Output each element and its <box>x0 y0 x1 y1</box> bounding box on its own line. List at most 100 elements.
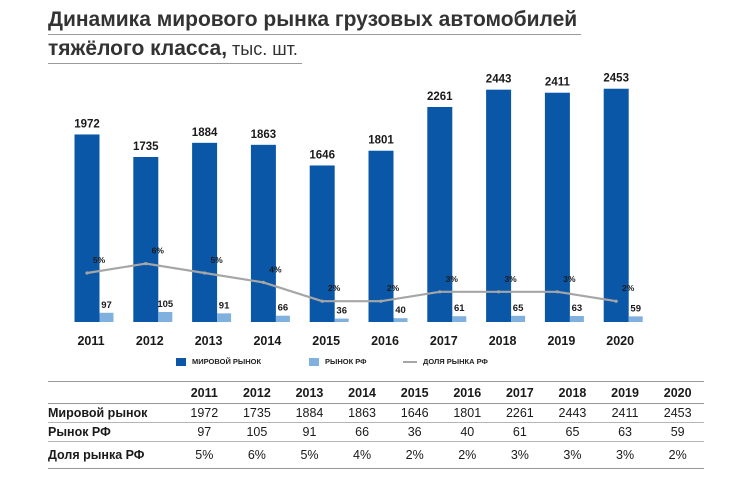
bar-rf <box>511 315 526 322</box>
table-header-cell: 2016 <box>440 381 494 404</box>
bar-world-label: 2453 <box>603 73 629 85</box>
bar-world <box>427 106 453 322</box>
table-cell: 2453 <box>651 403 704 423</box>
table-cell: 97 <box>178 422 231 442</box>
bar-world <box>133 157 159 322</box>
bar-rf-label: 36 <box>336 306 347 317</box>
share-label: 3% <box>504 274 517 284</box>
table-header-cell: 2015 <box>388 381 441 404</box>
table-cell: 40 <box>440 422 494 442</box>
bar-world-label: 2261 <box>427 91 453 103</box>
table-row-label: Рынок РФ <box>48 422 178 442</box>
table-header-cell: 2012 <box>230 381 284 404</box>
table-cell: 105 <box>230 422 284 442</box>
table-cell: 2261 <box>493 403 547 423</box>
bar-rf <box>393 318 408 322</box>
table-cell: 66 <box>335 422 389 442</box>
legend-item-rf: РЫНОК РФ <box>309 357 367 366</box>
share-label: 2% <box>328 283 341 293</box>
share-label: 3% <box>563 274 576 284</box>
table-cell: 3% <box>546 441 599 469</box>
table-header-cell: 2017 <box>493 381 547 404</box>
table-cell: 2% <box>388 441 441 469</box>
share-point <box>203 271 207 275</box>
legend-label-rf: РЫНОК РФ <box>325 357 367 366</box>
bar-rf-label: 59 <box>630 303 641 314</box>
table-header-row: 2011 2012 2013 2014 2015 2016 2017 2018 … <box>48 381 704 404</box>
data-table: 2011 2012 2013 2014 2015 2016 2017 2018 … <box>48 381 704 469</box>
share-point <box>261 280 265 284</box>
bar-rf <box>99 312 114 322</box>
table-cell: 65 <box>546 422 599 442</box>
share-point <box>320 299 324 303</box>
bar-world-label: 2443 <box>486 74 512 86</box>
bar-world-label: 1801 <box>368 135 394 147</box>
table-cell: 1863 <box>335 403 389 423</box>
bar-rf-label: 40 <box>395 305 406 316</box>
bar-world <box>368 150 394 322</box>
share-label: 5% <box>93 255 106 265</box>
share-point <box>85 271 89 275</box>
share-line <box>86 262 617 303</box>
table-cell: 2% <box>651 441 704 469</box>
table-header-cell: 2019 <box>598 381 652 404</box>
share-point <box>379 299 383 303</box>
bar-rf <box>158 312 173 322</box>
bar-rf <box>452 316 467 322</box>
bar-world <box>544 92 570 322</box>
table-header-cell: 2014 <box>335 381 389 404</box>
title-line-1: Динамика мирового рынка грузовых автомоб… <box>48 6 582 35</box>
table-row-world: Мировой рынок 1972 1735 1884 1863 1646 1… <box>48 403 704 423</box>
bar-rf-label: 61 <box>454 303 465 314</box>
bar-world <box>74 134 100 322</box>
table-cell: 1801 <box>440 403 494 423</box>
table-header-cell: 2018 <box>546 381 599 404</box>
bar-world-label: 1884 <box>192 127 218 139</box>
share-point <box>614 299 618 303</box>
bar-rf-label: 105 <box>157 299 174 310</box>
table-cell: 2% <box>440 441 494 469</box>
legend-label-share: ДОЛЯ РЫНКА РФ <box>423 357 488 366</box>
legend-item-share: ДОЛЯ РЫНКА РФ <box>403 357 488 366</box>
share-point <box>144 262 148 266</box>
share-point <box>438 290 442 294</box>
table-cell: 6% <box>230 441 284 469</box>
table-cell: 1972 <box>178 403 231 423</box>
bar-rf-label: 91 <box>219 300 230 311</box>
bar-rf-label: 65 <box>513 303 524 314</box>
bar-rf-label: 97 <box>101 300 112 311</box>
x-tick-label: 2013 <box>195 334 223 348</box>
legend-item-world: МИРОВОЙ РЫНОК <box>176 357 261 366</box>
share-label: 5% <box>210 255 223 265</box>
x-tick-label: 2020 <box>606 334 634 348</box>
bar-world-label: 1735 <box>133 141 159 153</box>
share-label: 6% <box>152 246 165 256</box>
table-cell: 91 <box>283 422 336 442</box>
table-cell: 1735 <box>230 403 284 423</box>
share-point <box>555 290 560 294</box>
table-cell: 36 <box>388 422 441 442</box>
title-line-2: тяжёлого класса, тыс. шт. <box>48 35 302 64</box>
legend-swatch-share <box>403 360 417 363</box>
table-cell: 2411 <box>598 403 652 423</box>
x-tick-label: 2016 <box>371 334 399 348</box>
share-label: 2% <box>622 283 635 293</box>
x-tick-label: 2019 <box>547 334 575 348</box>
share-label: 3% <box>446 274 459 284</box>
bar-world <box>309 165 335 322</box>
bar-rf <box>334 318 349 322</box>
table-header-cell: 2011 <box>178 381 231 404</box>
table-row-rf: Рынок РФ 97 105 91 66 36 40 61 65 63 59 <box>48 422 704 442</box>
bar-rf <box>217 313 232 322</box>
table-cell: 3% <box>493 441 547 469</box>
table-header-cell <box>48 381 178 404</box>
bar-rf-label: 66 <box>278 303 289 314</box>
bar-world-label: 1863 <box>251 129 277 141</box>
chart-title: Динамика мирового рынка грузовых автомоб… <box>48 6 582 64</box>
bar-rf <box>275 315 290 322</box>
legend: МИРОВОЙ РЫНОК РЫНОК РФ ДОЛЯ РЫНКА РФ <box>0 357 750 369</box>
table-cell: 4% <box>335 441 389 469</box>
x-tick-label: 2012 <box>136 334 164 348</box>
legend-swatch-world <box>176 357 186 366</box>
legend-label-world: МИРОВОЙ РЫНОК <box>192 357 262 366</box>
